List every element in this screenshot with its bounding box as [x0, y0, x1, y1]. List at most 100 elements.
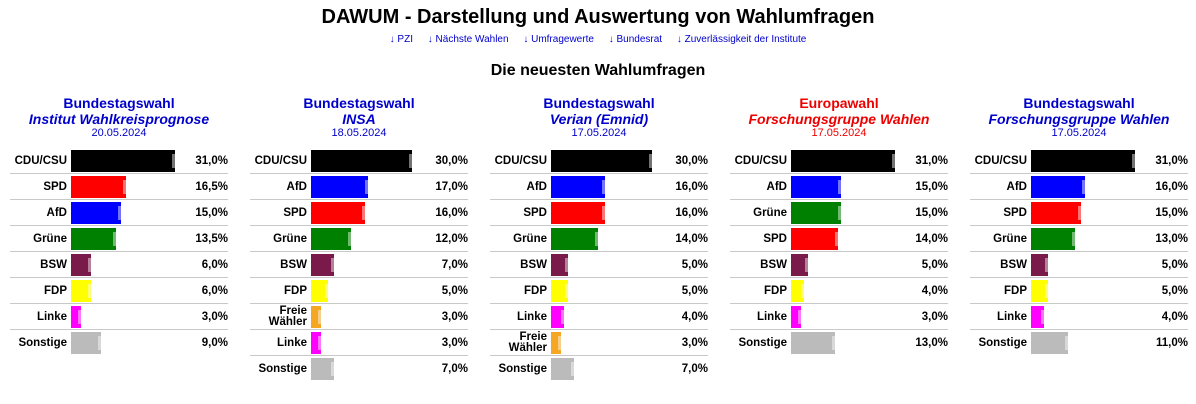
- bar-area: [791, 150, 905, 172]
- poll-election-title[interactable]: Bundestagswahl: [63, 95, 175, 111]
- party-label: AfD: [766, 180, 787, 193]
- poll-bar: [71, 332, 101, 354]
- poll-bar: [311, 254, 334, 276]
- poll-institute[interactable]: Forschungsgruppe Wahlen: [748, 111, 930, 127]
- poll-bar: [551, 358, 574, 380]
- percent-label: 3,0%: [201, 311, 228, 323]
- poll-institute[interactable]: Institut Wahlkreisprognose: [28, 111, 210, 127]
- poll-chart: Bundestagswahl Verian (Emnid) 17.05.2024 CD…: [490, 95, 708, 382]
- poll-bar: [791, 254, 808, 276]
- percent-label: 3,0%: [681, 337, 708, 349]
- bar-area: [1031, 176, 1145, 198]
- poll-chart: Bundestagswahl Institut Wahlkreisprognose…: [10, 95, 228, 356]
- poll-rows: CDU/CSU 30,0% AfD 16,0% SPD 16,0% Grüne 14,0% BS…: [490, 148, 708, 382]
- poll-rows: CDU/CSU 31,0% AfD 15,0% Grüne 15,0% SPD 14,0% BS…: [730, 148, 948, 356]
- previous-value-marker: [1045, 258, 1052, 272]
- percent-label: 7,0%: [441, 363, 468, 375]
- nav-link-bundesrat[interactable]: ↓ Bundesrat: [608, 34, 663, 45]
- bar-area: [551, 202, 665, 224]
- poll-row: FDP 5,0%: [970, 278, 1188, 304]
- poll-chart: Bundestagswahl Forschungsgruppe Wahlen 17.…: [970, 95, 1188, 356]
- poll-bar: [71, 306, 81, 328]
- previous-value-marker: [78, 310, 85, 324]
- poll-bar: [311, 306, 321, 328]
- poll-rows: CDU/CSU 30,0% AfD 17,0% SPD 16,0% Grüne 12,0% BS…: [250, 148, 468, 382]
- bar-area: [791, 228, 905, 250]
- nav-links: ↓ PZI ↓ Nächste Wahlen ↓ Umfragewerte ↓ …: [0, 34, 1196, 45]
- poll-bar: [311, 280, 328, 302]
- poll-bar: [551, 150, 652, 172]
- poll-row: SPD 16,5%: [10, 174, 228, 200]
- nav-link-reliability[interactable]: ↓ Zuverlässigkeit der Institute: [676, 34, 807, 45]
- bar-area: [311, 358, 425, 380]
- party-label: BSW: [280, 258, 307, 271]
- previous-value-marker: [365, 180, 372, 194]
- bar-area: [71, 150, 185, 172]
- poll-bar: [1031, 150, 1135, 172]
- party-label: AfD: [286, 180, 307, 193]
- poll-row: Sonstige 7,0%: [490, 356, 708, 382]
- previous-value-marker: [172, 154, 179, 168]
- party-label: Linke: [756, 310, 787, 323]
- bar-area: [551, 280, 665, 302]
- previous-value-marker: [805, 258, 812, 272]
- poll-bar: [551, 280, 568, 302]
- nav-link-pzi[interactable]: ↓ PZI: [389, 34, 413, 45]
- poll-election-title[interactable]: Europawahl: [799, 95, 879, 111]
- previous-value-marker: [1078, 206, 1085, 220]
- poll-bar: [311, 176, 368, 198]
- percent-label: 7,0%: [681, 363, 708, 375]
- poll-chart: Bundestagswahl INSA 18.05.2024 CDU/CSU 30,0%…: [250, 95, 468, 382]
- poll-bar: [791, 228, 838, 250]
- percent-label: 15,0%: [915, 207, 948, 219]
- poll-date: 17.05.2024: [1051, 127, 1107, 139]
- poll-institute[interactable]: Verian (Emnid): [549, 111, 649, 127]
- poll-bar: [311, 150, 412, 172]
- poll-row: Sonstige 7,0%: [250, 356, 468, 382]
- bar-area: [311, 332, 425, 354]
- party-label: SPD: [763, 232, 787, 245]
- poll-row: CDU/CSU 31,0%: [10, 148, 228, 174]
- previous-value-marker: [1072, 232, 1079, 246]
- percent-label: 16,0%: [675, 207, 708, 219]
- party-label: CDU/CSU: [254, 154, 307, 167]
- party-label: FDP: [524, 284, 547, 297]
- percent-label: 5,0%: [681, 285, 708, 297]
- poll-institute[interactable]: INSA: [342, 111, 376, 127]
- party-label: FDP: [1004, 284, 1027, 297]
- poll-chart: Europawahl Forschungsgruppe Wahlen 17.05.2…: [730, 95, 948, 356]
- poll-row: SPD 16,0%: [250, 200, 468, 226]
- bar-area: [311, 176, 425, 198]
- poll-bar: [1031, 202, 1081, 224]
- party-label: Grüne: [513, 232, 547, 245]
- percent-label: 31,0%: [195, 155, 228, 167]
- poll-bar: [71, 150, 175, 172]
- poll-election-title[interactable]: Bundestagswahl: [543, 95, 655, 111]
- previous-value-marker: [318, 310, 325, 324]
- percent-label: 14,0%: [915, 233, 948, 245]
- poll-row: BSW 5,0%: [730, 252, 948, 278]
- percent-label: 4,0%: [921, 285, 948, 297]
- poll-institute[interactable]: Forschungsgruppe Wahlen: [988, 111, 1170, 127]
- poll-bar: [551, 176, 605, 198]
- bar-area: [551, 358, 665, 380]
- poll-election-title[interactable]: Bundestagswahl: [1023, 95, 1135, 111]
- previous-value-marker: [88, 284, 95, 298]
- percent-label: 5,0%: [1161, 259, 1188, 271]
- poll-row: Linke 3,0%: [730, 304, 948, 330]
- nav-link-next-elections[interactable]: ↓ Nächste Wahlen: [427, 34, 509, 45]
- previous-value-marker: [318, 336, 325, 350]
- nav-link-poll-values[interactable]: ↓ Umfragewerte: [523, 34, 594, 45]
- poll-row: Freie Wähler 3,0%: [250, 304, 468, 330]
- poll-election-title[interactable]: Bundestagswahl: [303, 95, 415, 111]
- previous-value-marker: [1065, 336, 1072, 350]
- previous-value-marker: [1132, 154, 1139, 168]
- percent-label: 4,0%: [681, 311, 708, 323]
- poll-row: CDU/CSU 31,0%: [970, 148, 1188, 174]
- bar-area: [791, 176, 905, 198]
- percent-label: 3,0%: [921, 311, 948, 323]
- bar-area: [551, 176, 665, 198]
- bar-area: [791, 280, 905, 302]
- bar-area: [791, 306, 905, 328]
- poll-row: BSW 7,0%: [250, 252, 468, 278]
